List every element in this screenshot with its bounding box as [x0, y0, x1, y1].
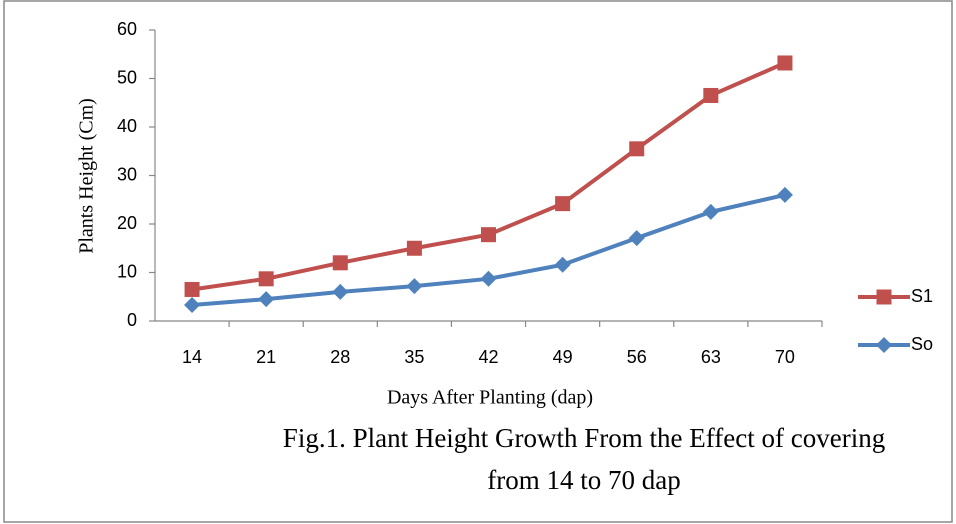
x-tick-label: 21: [256, 347, 276, 367]
x-tick-label: 28: [330, 347, 350, 367]
data-point: [480, 270, 497, 287]
legend-label: S1: [911, 286, 933, 306]
data-point: [406, 278, 423, 295]
data-point: [184, 296, 201, 313]
y-tick-label: 20: [117, 213, 137, 233]
x-tick-label: 70: [775, 347, 795, 367]
data-point: [258, 291, 275, 308]
caption-line: Fig.1. Plant Height Growth From the Effe…: [283, 423, 885, 453]
x-tick-label: 49: [553, 347, 573, 367]
legend-marker: [876, 289, 892, 305]
data-point: [777, 55, 793, 71]
x-tick-label: 56: [627, 347, 647, 367]
data-point: [554, 256, 571, 273]
data-point: [555, 196, 571, 212]
data-point: [703, 87, 719, 103]
data-point: [628, 230, 645, 247]
x-tick-label: 14: [182, 347, 202, 367]
data-point: [332, 283, 349, 300]
data-point: [332, 255, 348, 271]
chart-border: [3, 0, 953, 523]
legend-label: So: [911, 334, 933, 354]
x-tick-label: 42: [478, 347, 498, 367]
y-tick-label: 0: [127, 310, 137, 330]
y-tick-label: 30: [117, 164, 137, 184]
data-point: [406, 240, 422, 256]
y-tick-label: 10: [117, 261, 137, 281]
data-point: [776, 186, 793, 203]
x-tick-label: 35: [404, 347, 424, 367]
y-tick-label: 60: [117, 19, 137, 39]
data-point: [702, 203, 719, 220]
data-point: [258, 271, 274, 287]
y-tick-label: 40: [117, 116, 137, 136]
y-axis-label: Plants Height (Cm): [76, 98, 98, 254]
caption-line: from 14 to 70 dap: [487, 465, 680, 495]
data-point: [629, 141, 645, 157]
data-point: [481, 227, 496, 243]
y-tick-label: 50: [117, 67, 137, 87]
x-axis-label: Days After Planting (dap): [387, 387, 593, 409]
x-tick-label: 63: [701, 347, 721, 367]
legend-marker: [876, 337, 892, 353]
data-point: [184, 281, 200, 297]
